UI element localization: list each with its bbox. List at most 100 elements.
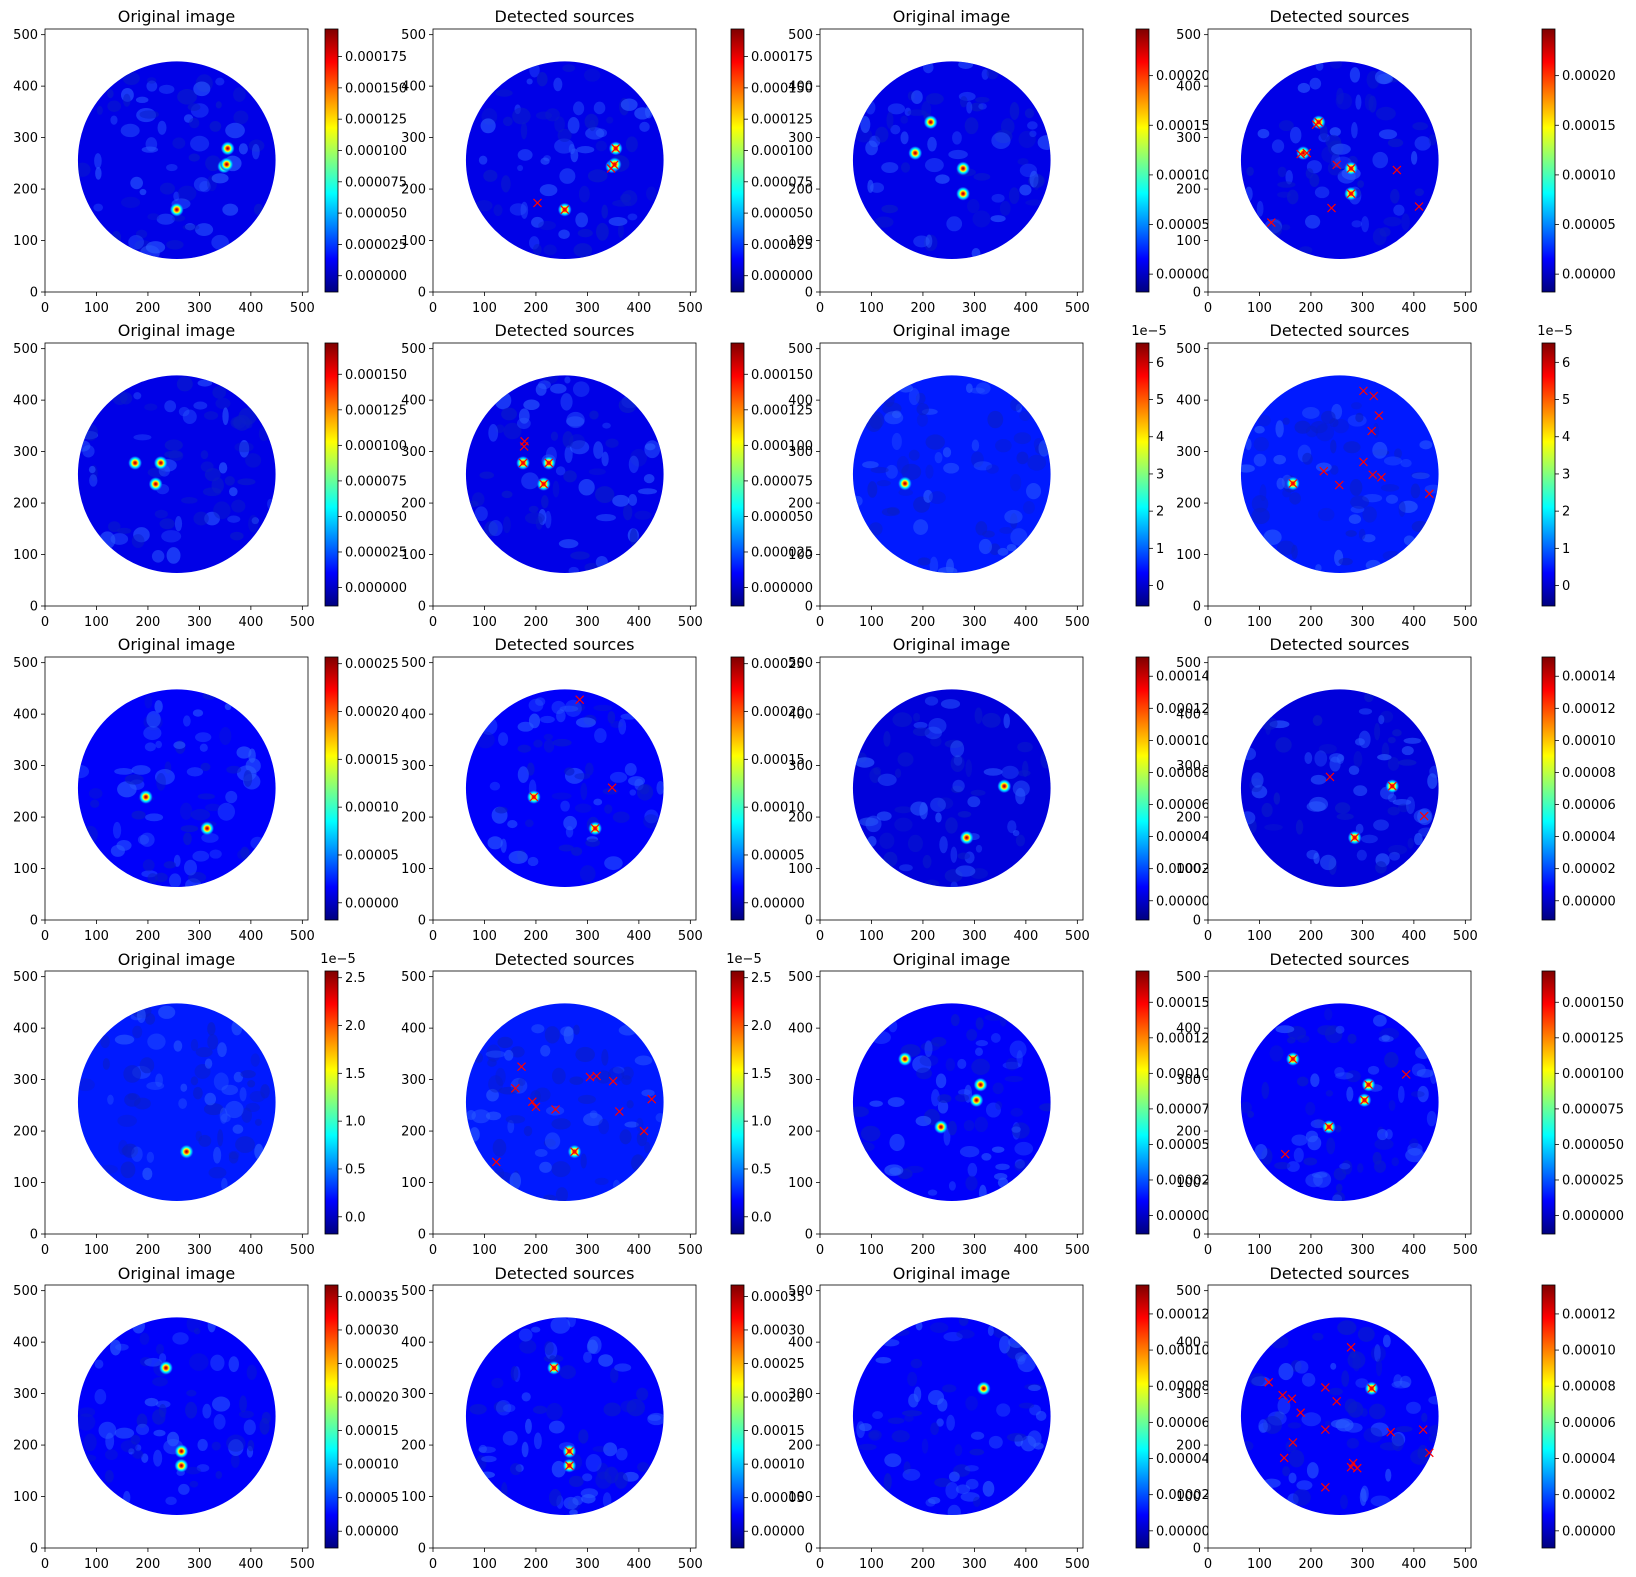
colorbar-frame [1541, 970, 1556, 1235]
colorbar-tick-label: 0.000125 [345, 113, 407, 128]
colorbar-tick-label: 0.000000 [345, 269, 407, 284]
panel-title: Original image [893, 321, 1011, 340]
detection-marker [564, 1446, 574, 1456]
colorbar-tick-label: 0.00004 [1156, 830, 1210, 845]
panel-title: Original image [118, 7, 236, 26]
x-tick-label: 0 [429, 1243, 437, 1258]
panel-title: Original image [893, 1264, 1011, 1283]
detection-marker [539, 479, 549, 489]
field-disc [77, 61, 276, 260]
colorbar [325, 343, 338, 606]
colorbar-tick-label: 0.000075 [345, 474, 407, 489]
colorbar [731, 343, 744, 606]
source-blob [200, 821, 215, 836]
y-tick-label: 200 [788, 1439, 813, 1454]
y-tick-label: 300 [1176, 131, 1201, 146]
x-tick-label: 300 [575, 301, 600, 316]
panel-14: Detected sources 0 100 200 300 400 500 0 100 200 3… [401, 950, 772, 1258]
y-tick-label: 300 [401, 1387, 426, 1402]
x-tick-label: 0 [41, 615, 49, 630]
source-blob [897, 476, 912, 491]
x-tick-label: 100 [1247, 301, 1272, 316]
y-tick-label: 300 [1176, 759, 1201, 774]
detection-marker [533, 198, 542, 208]
panel-title: Original image [118, 1264, 236, 1283]
x-tick-label: 200 [136, 615, 161, 630]
detection-marker [1264, 1377, 1274, 1387]
x-tick-label: 0 [1204, 615, 1212, 630]
y-tick-label: 100 [13, 1490, 38, 1505]
detection-marker [1280, 1149, 1290, 1159]
y-tick-label: 400 [401, 1022, 426, 1037]
source-blob [174, 1458, 189, 1473]
y-tick-label: 200 [401, 1125, 426, 1140]
y-tick-label: 100 [13, 1176, 38, 1191]
panel-title: Detected sources [495, 950, 635, 969]
y-tick-label: 500 [788, 1284, 813, 1299]
y-tick-label: 0 [805, 1228, 813, 1243]
panel-10: Detected sources 0 100 200 300 400 500 0 100 200 3… [401, 635, 805, 944]
colorbar-frame [1135, 1284, 1150, 1549]
colorbar-tick-label: 0.00000 [1156, 268, 1210, 283]
detection-marker [1266, 218, 1276, 227]
noise-texture [77, 1003, 270, 1191]
colorbar-tick-label: 0.00025 [345, 657, 399, 672]
x-tick-label: 0 [429, 615, 437, 630]
axes-frame [44, 1284, 309, 1549]
x-tick-label: 0 [1204, 1243, 1212, 1258]
colorbar-tick-label: 0.00020 [751, 705, 805, 720]
colorbar-tick-label: 0.000100 [1156, 1067, 1218, 1082]
x-tick-label: 200 [911, 1557, 936, 1572]
colorbar-tick-label: 0.000150 [345, 368, 407, 383]
x-tick-label: 500 [1065, 1243, 1090, 1258]
y-tick-label: 200 [401, 497, 426, 512]
colorbar-tick-label: 0.0 [751, 1210, 772, 1225]
colorbar-tick-label: 0.00000 [1562, 268, 1616, 283]
colorbar-tick-label: 0.000150 [345, 81, 407, 96]
noise-texture [855, 61, 1051, 259]
colorbar [1136, 343, 1149, 606]
detection-marker [1392, 165, 1402, 175]
x-tick-label: 100 [472, 301, 497, 316]
detection-marker [527, 1097, 537, 1107]
y-tick-label: 200 [788, 811, 813, 826]
colorbar [1136, 657, 1149, 920]
y-tick-label: 300 [401, 131, 426, 146]
colorbar-frame [1135, 970, 1150, 1235]
colorbar-tick-label: 0.5 [751, 1162, 772, 1177]
y-tick-label: 300 [1176, 1073, 1201, 1088]
y-tick-label: 300 [401, 1073, 426, 1088]
x-tick-label: 100 [84, 1557, 109, 1572]
source-blob [959, 830, 974, 845]
colorbar-tick-label: 0.000025 [345, 545, 407, 560]
x-tick-label: 100 [859, 615, 884, 630]
y-tick-label: 300 [788, 445, 813, 460]
colorbar-tick-label: 0.000075 [1562, 1102, 1624, 1117]
colorbar-tick-label: 0.00005 [345, 848, 399, 863]
colorbar-tick-label: 0.000100 [1562, 1067, 1624, 1082]
field-disc [1240, 375, 1439, 574]
x-tick-label: 0 [1204, 929, 1212, 944]
colorbar-tick-label: 0.000000 [345, 581, 407, 596]
y-tick-label: 100 [401, 548, 426, 563]
colorbar-tick-label: 1.0 [345, 1115, 366, 1130]
colorbar-tick-label: 0.000025 [1562, 1173, 1624, 1188]
x-tick-label: 400 [238, 1557, 263, 1572]
x-tick-label: 0 [41, 301, 49, 316]
colorbar-tick-label: 0.000050 [751, 207, 813, 222]
source-blob [179, 1144, 194, 1159]
colorbar-tick-label: 0.00020 [345, 1391, 399, 1406]
colorbar-tick-label: 0.000025 [1156, 1173, 1218, 1188]
y-tick-label: 0 [1193, 286, 1201, 301]
detection-marker [1327, 203, 1336, 213]
y-tick-label: 400 [13, 1336, 38, 1351]
panel-13: Original image 0 100 200 300 400 500 0 100 200 300… [13, 950, 366, 1258]
x-tick-label: 400 [238, 615, 263, 630]
panel-9: Original image 0 100 200 300 400 500 0 100 200 300… [13, 635, 399, 944]
detection-marker [1359, 386, 1368, 396]
detection-marker [544, 458, 554, 468]
colorbar-tick-label: 0.00010 [1562, 168, 1616, 183]
y-tick-label: 400 [401, 80, 426, 95]
y-tick-label: 100 [1176, 1490, 1201, 1505]
x-tick-label: 200 [524, 1243, 549, 1258]
